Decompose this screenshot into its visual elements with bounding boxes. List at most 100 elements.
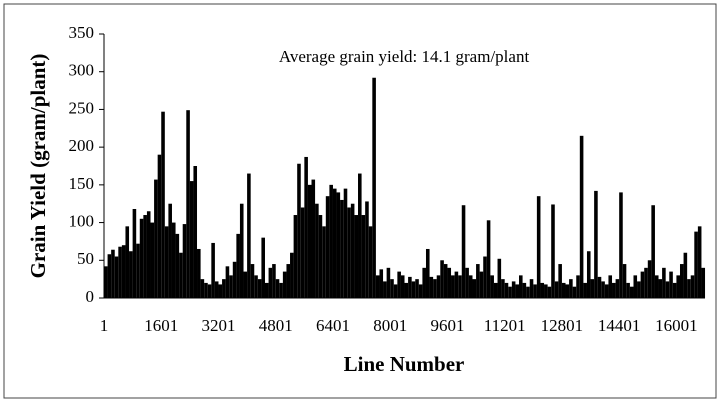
bar bbox=[626, 282, 630, 298]
y-tick-label: 50 bbox=[77, 249, 94, 268]
bar bbox=[358, 173, 362, 298]
bar bbox=[146, 211, 151, 298]
bar bbox=[336, 192, 341, 298]
bar bbox=[608, 275, 613, 298]
bar bbox=[669, 271, 673, 298]
bar bbox=[690, 275, 695, 298]
bar bbox=[672, 282, 677, 298]
bar bbox=[408, 276, 412, 298]
bar bbox=[143, 215, 147, 298]
bar bbox=[247, 173, 251, 298]
bar bbox=[322, 226, 326, 298]
bar bbox=[182, 224, 187, 298]
bar bbox=[200, 279, 205, 298]
bar bbox=[465, 267, 469, 298]
bar bbox=[239, 203, 244, 298]
bar bbox=[554, 281, 559, 298]
bar bbox=[279, 282, 283, 298]
y-tick-label: 350 bbox=[69, 23, 95, 42]
bar bbox=[519, 275, 523, 298]
bar bbox=[583, 282, 587, 298]
bar bbox=[590, 279, 595, 298]
bar bbox=[300, 207, 305, 298]
bar bbox=[311, 179, 316, 298]
x-tick-label: 1 bbox=[100, 316, 109, 335]
bar bbox=[569, 279, 573, 298]
bar bbox=[612, 282, 616, 298]
bar bbox=[508, 286, 512, 298]
bar bbox=[397, 271, 401, 298]
bar bbox=[687, 279, 691, 298]
bar bbox=[536, 196, 541, 298]
bar bbox=[629, 286, 634, 298]
bar bbox=[104, 266, 108, 298]
x-tick-label: 9601 bbox=[430, 316, 464, 335]
bar bbox=[515, 284, 520, 298]
bar bbox=[304, 156, 308, 298]
bar bbox=[676, 275, 680, 298]
bar bbox=[429, 276, 434, 298]
bar bbox=[483, 256, 487, 298]
bar bbox=[490, 275, 494, 298]
bar bbox=[551, 204, 555, 298]
bar bbox=[168, 203, 172, 298]
bar bbox=[386, 267, 391, 298]
bar bbox=[350, 203, 355, 298]
bar bbox=[179, 252, 183, 298]
bar bbox=[679, 264, 684, 298]
bar bbox=[379, 269, 384, 298]
bar bbox=[458, 275, 462, 298]
x-tick-label: 1601 bbox=[144, 316, 178, 335]
bar bbox=[157, 154, 162, 298]
bar bbox=[186, 110, 190, 298]
bar bbox=[340, 199, 344, 298]
bar bbox=[526, 286, 530, 298]
x-tick-label: 6401 bbox=[316, 316, 350, 335]
bar bbox=[232, 261, 237, 298]
bar bbox=[540, 282, 545, 298]
bar bbox=[161, 111, 165, 298]
bar bbox=[121, 245, 126, 298]
bar bbox=[400, 275, 405, 298]
annotation: Average grain yield: 14.1 gram/plant bbox=[279, 47, 530, 66]
x-tick-label: 12801 bbox=[541, 316, 584, 335]
bar bbox=[479, 271, 484, 298]
bar bbox=[107, 254, 112, 298]
bar bbox=[558, 264, 562, 298]
bar bbox=[694, 231, 698, 298]
bar bbox=[501, 279, 505, 298]
y-tick-label: 100 bbox=[69, 211, 95, 230]
x-tick-label: 3201 bbox=[201, 316, 235, 335]
y-tick-label: 300 bbox=[69, 61, 95, 80]
bar bbox=[579, 135, 584, 298]
bar bbox=[418, 284, 423, 298]
bar bbox=[375, 275, 380, 298]
bar bbox=[651, 205, 655, 298]
bar bbox=[522, 282, 527, 298]
bar bbox=[164, 226, 169, 298]
bar bbox=[529, 279, 534, 298]
bar bbox=[633, 275, 638, 298]
bar bbox=[264, 282, 269, 298]
bar bbox=[454, 271, 459, 298]
bar bbox=[268, 267, 273, 298]
x-tick-label: 14401 bbox=[598, 316, 641, 335]
bar bbox=[325, 196, 330, 298]
bar bbox=[647, 260, 652, 298]
bar bbox=[601, 281, 605, 298]
bar bbox=[586, 251, 591, 298]
bar bbox=[476, 264, 480, 298]
bar bbox=[272, 264, 276, 298]
bar bbox=[204, 282, 208, 298]
bar bbox=[189, 181, 194, 298]
bar bbox=[697, 226, 702, 298]
bar bbox=[561, 282, 566, 298]
bar bbox=[193, 166, 198, 298]
bar bbox=[129, 251, 133, 298]
bar bbox=[436, 275, 441, 298]
bar bbox=[372, 77, 376, 299]
bar bbox=[307, 184, 312, 298]
x-tick-label: 16001 bbox=[655, 316, 698, 335]
bar bbox=[637, 281, 641, 298]
bar bbox=[411, 281, 416, 298]
